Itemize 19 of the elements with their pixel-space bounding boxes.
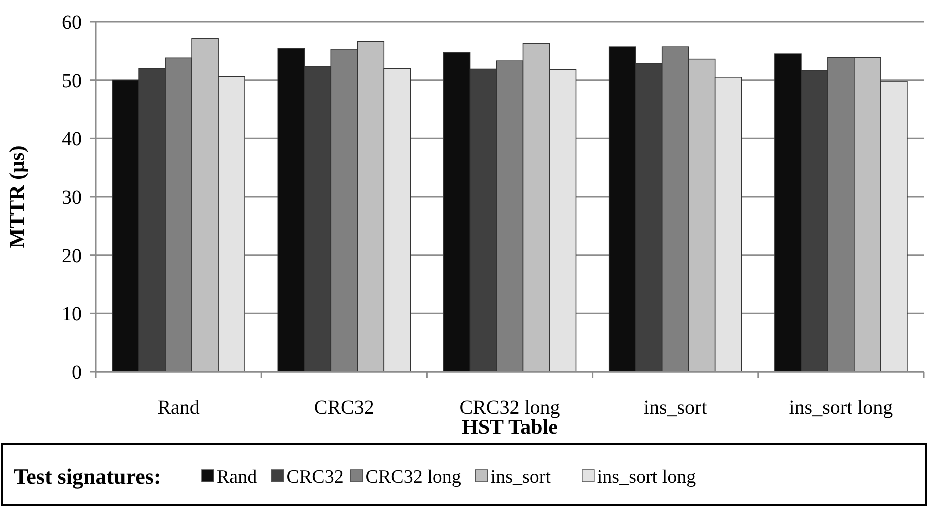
legend-label: ins_sort long bbox=[597, 467, 697, 488]
legend-label: CRC32 long bbox=[366, 467, 462, 488]
y-tick-label: 60 bbox=[62, 12, 82, 34]
x-tick-label: CRC32 long bbox=[460, 397, 560, 419]
legend-label: CRC32 bbox=[286, 467, 344, 488]
legend-title: Test signatures: bbox=[14, 464, 162, 489]
y-axis-title: MTTR (µs) bbox=[5, 146, 29, 248]
y-tick-label: 30 bbox=[62, 187, 82, 209]
y-tick-label: 0 bbox=[72, 362, 82, 384]
legend-label: ins_sort bbox=[490, 467, 552, 488]
x-tick-label: ins_sort long bbox=[789, 397, 894, 419]
y-tick-label: 20 bbox=[62, 245, 82, 268]
y-tick-label: 50 bbox=[62, 70, 82, 92]
y-tick-label: 40 bbox=[62, 128, 82, 151]
x-tick-label: CRC32 bbox=[314, 397, 374, 419]
x-tick-label: Rand bbox=[158, 397, 200, 419]
legend-label: Rand bbox=[217, 467, 258, 488]
y-tick-label: 10 bbox=[62, 304, 82, 326]
x-tick-label: ins_sort bbox=[644, 397, 708, 419]
